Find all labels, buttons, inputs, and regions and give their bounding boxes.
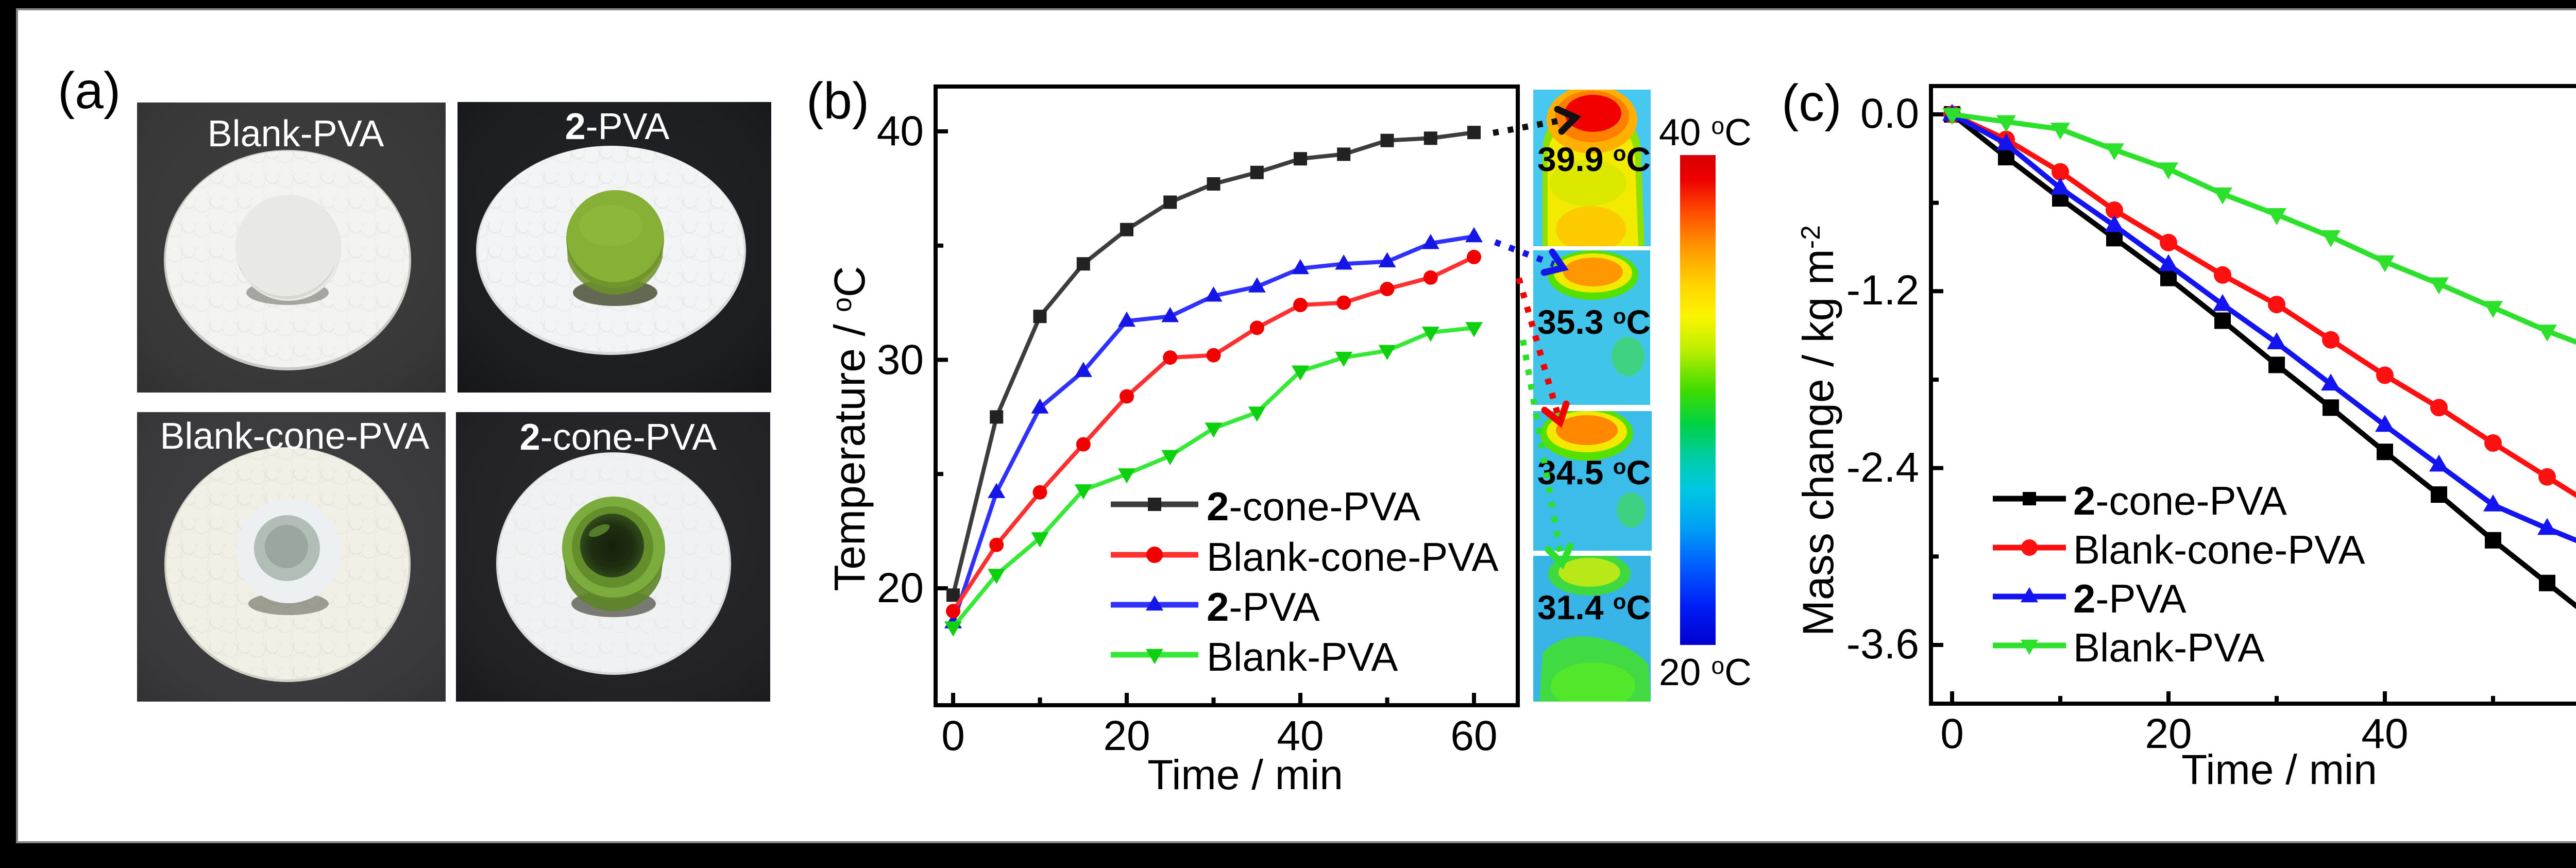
svg-text:-1.2: -1.2 bbox=[1846, 267, 1919, 314]
svg-text:40 oC: 40 oC bbox=[1659, 112, 1752, 154]
svg-text:Mass change / kg m-2: Mass change / kg m-2 bbox=[1794, 225, 1842, 636]
svg-text:(c): (c) bbox=[1782, 74, 1842, 132]
svg-text:0: 0 bbox=[941, 712, 965, 759]
svg-text:60: 60 bbox=[1450, 712, 1497, 759]
svg-text:34.5 oC: 34.5 oC bbox=[1537, 453, 1651, 491]
svg-text:Time / min: Time / min bbox=[2181, 746, 2377, 793]
svg-text:Time / min: Time / min bbox=[1147, 752, 1343, 798]
svg-text:2-cone-PVA: 2-cone-PVA bbox=[2073, 478, 2287, 523]
svg-text:20: 20 bbox=[2145, 710, 2192, 757]
svg-text:Blank-PVA: Blank-PVA bbox=[208, 113, 384, 155]
svg-text:2-cone-PVA: 2-cone-PVA bbox=[520, 417, 717, 458]
svg-text:0.0: 0.0 bbox=[1860, 90, 1919, 137]
svg-text:-3.6: -3.6 bbox=[1846, 621, 1919, 668]
svg-text:Blank-PVA: Blank-PVA bbox=[1207, 634, 1398, 679]
svg-text:40: 40 bbox=[2361, 710, 2408, 757]
svg-text:40: 40 bbox=[1277, 712, 1324, 759]
svg-text:2-PVA: 2-PVA bbox=[565, 106, 670, 147]
svg-text:(b): (b) bbox=[806, 72, 869, 130]
svg-text:40: 40 bbox=[877, 108, 924, 155]
svg-text:20: 20 bbox=[877, 565, 924, 611]
svg-text:30: 30 bbox=[877, 336, 924, 383]
svg-text:-2.4: -2.4 bbox=[1846, 444, 1919, 491]
svg-text:Blank-cone-PVA: Blank-cone-PVA bbox=[1207, 534, 1499, 580]
svg-text:20 oC: 20 oC bbox=[1659, 652, 1752, 693]
svg-text:(a): (a) bbox=[58, 62, 121, 120]
svg-text:Temperature / oC: Temperature / oC bbox=[825, 266, 874, 591]
svg-text:Blank-PVA: Blank-PVA bbox=[2073, 625, 2264, 670]
svg-text:Blank-cone-PVA: Blank-cone-PVA bbox=[2073, 527, 2365, 572]
svg-text:35.3 oC: 35.3 oC bbox=[1537, 303, 1651, 341]
svg-text:39.9 oC: 39.9 oC bbox=[1537, 140, 1651, 178]
svg-text:20: 20 bbox=[1103, 712, 1150, 759]
svg-text:2-PVA: 2-PVA bbox=[2073, 576, 2187, 621]
svg-text:0: 0 bbox=[1940, 710, 1964, 757]
svg-text:2-cone-PVA: 2-cone-PVA bbox=[1207, 484, 1420, 529]
svg-text:Blank-cone-PVA: Blank-cone-PVA bbox=[160, 416, 430, 457]
svg-text:2-PVA: 2-PVA bbox=[1207, 584, 1320, 629]
svg-text:31.4 oC: 31.4 oC bbox=[1537, 588, 1651, 626]
